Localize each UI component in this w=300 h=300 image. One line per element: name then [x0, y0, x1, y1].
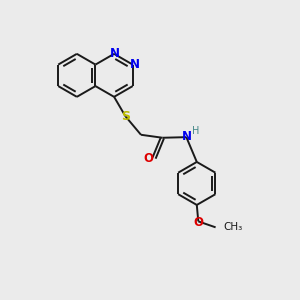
Text: N: N — [110, 47, 120, 60]
Text: O: O — [193, 216, 203, 229]
Text: N: N — [130, 58, 140, 71]
Text: N: N — [182, 130, 192, 143]
Text: H: H — [192, 126, 200, 136]
Text: S: S — [121, 110, 130, 123]
Text: CH₃: CH₃ — [224, 222, 243, 232]
Text: O: O — [144, 152, 154, 166]
